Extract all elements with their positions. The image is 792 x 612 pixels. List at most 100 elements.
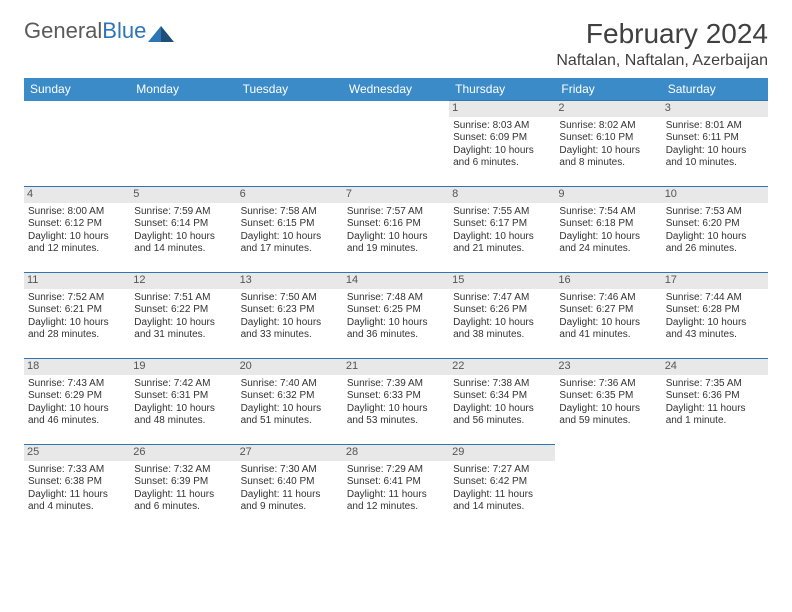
day-cell: 29Sunrise: 7:27 AMSunset: 6:42 PMDayligh… [449, 445, 555, 531]
day1-text: Daylight: 10 hours [559, 403, 657, 416]
day-number: 23 [555, 359, 661, 375]
sunset-text: Sunset: 6:42 PM [453, 476, 551, 489]
sunset-text: Sunset: 6:21 PM [28, 304, 126, 317]
day1-text: Daylight: 10 hours [559, 145, 657, 158]
day-number: 28 [343, 445, 449, 461]
week-row: 18Sunrise: 7:43 AMSunset: 6:29 PMDayligh… [24, 359, 768, 445]
calendar-page: GeneralBlue February 2024 Naftalan, Naft… [0, 0, 792, 549]
day-cell [555, 445, 661, 531]
day2-text: and 14 minutes. [134, 243, 232, 256]
day1-text: Daylight: 10 hours [453, 145, 551, 158]
day2-text: and 46 minutes. [28, 415, 126, 428]
day-cell: 22Sunrise: 7:38 AMSunset: 6:34 PMDayligh… [449, 359, 555, 445]
day-number: 17 [662, 273, 768, 289]
day1-text: Daylight: 10 hours [559, 231, 657, 244]
day2-text: and 56 minutes. [453, 415, 551, 428]
day1-text: Daylight: 10 hours [347, 231, 445, 244]
day-number: 24 [662, 359, 768, 375]
day-cell [237, 101, 343, 187]
sunrise-text: Sunrise: 7:43 AM [28, 378, 126, 391]
day-header: Thursday [449, 78, 555, 101]
sunset-text: Sunset: 6:32 PM [241, 390, 339, 403]
sunrise-text: Sunrise: 7:27 AM [453, 464, 551, 477]
day-cell: 20Sunrise: 7:40 AMSunset: 6:32 PMDayligh… [237, 359, 343, 445]
day-number: 4 [24, 187, 130, 203]
day1-text: Daylight: 10 hours [453, 317, 551, 330]
sunset-text: Sunset: 6:17 PM [453, 218, 551, 231]
day-number: 11 [24, 273, 130, 289]
title-block: February 2024 Naftalan, Naftalan, Azerba… [556, 18, 768, 70]
day2-text: and 10 minutes. [666, 157, 764, 170]
day1-text: Daylight: 10 hours [134, 403, 232, 416]
day1-text: Daylight: 10 hours [347, 317, 445, 330]
sunrise-text: Sunrise: 7:52 AM [28, 292, 126, 305]
day1-text: Daylight: 10 hours [559, 317, 657, 330]
sunset-text: Sunset: 6:35 PM [559, 390, 657, 403]
month-title: February 2024 [556, 18, 768, 50]
day-cell: 12Sunrise: 7:51 AMSunset: 6:22 PMDayligh… [130, 273, 236, 359]
day-cell: 23Sunrise: 7:36 AMSunset: 6:35 PMDayligh… [555, 359, 661, 445]
week-row: 1Sunrise: 8:03 AMSunset: 6:09 PMDaylight… [24, 101, 768, 187]
sunrise-text: Sunrise: 7:32 AM [134, 464, 232, 477]
day-number: 15 [449, 273, 555, 289]
sunset-text: Sunset: 6:38 PM [28, 476, 126, 489]
sunset-text: Sunset: 6:36 PM [666, 390, 764, 403]
sunrise-text: Sunrise: 7:48 AM [347, 292, 445, 305]
day-header-row: SundayMondayTuesdayWednesdayThursdayFrid… [24, 78, 768, 101]
sunset-text: Sunset: 6:16 PM [347, 218, 445, 231]
day2-text: and 48 minutes. [134, 415, 232, 428]
sunrise-text: Sunrise: 7:30 AM [241, 464, 339, 477]
sunset-text: Sunset: 6:22 PM [134, 304, 232, 317]
sunset-text: Sunset: 6:40 PM [241, 476, 339, 489]
day-cell: 26Sunrise: 7:32 AMSunset: 6:39 PMDayligh… [130, 445, 236, 531]
day2-text: and 21 minutes. [453, 243, 551, 256]
day2-text: and 43 minutes. [666, 329, 764, 342]
day2-text: and 8 minutes. [559, 157, 657, 170]
day-cell: 19Sunrise: 7:42 AMSunset: 6:31 PMDayligh… [130, 359, 236, 445]
day2-text: and 12 minutes. [28, 243, 126, 256]
sunrise-text: Sunrise: 8:02 AM [559, 120, 657, 133]
day-cell: 18Sunrise: 7:43 AMSunset: 6:29 PMDayligh… [24, 359, 130, 445]
day2-text: and 31 minutes. [134, 329, 232, 342]
day-header: Tuesday [237, 78, 343, 101]
day1-text: Daylight: 10 hours [241, 231, 339, 244]
day1-text: Daylight: 11 hours [347, 489, 445, 502]
day2-text: and 6 minutes. [134, 501, 232, 514]
day2-text: and 28 minutes. [28, 329, 126, 342]
day-cell: 3Sunrise: 8:01 AMSunset: 6:11 PMDaylight… [662, 101, 768, 187]
day1-text: Daylight: 11 hours [666, 403, 764, 416]
header-row: GeneralBlue February 2024 Naftalan, Naft… [24, 18, 768, 70]
sunset-text: Sunset: 6:11 PM [666, 132, 764, 145]
day-number: 16 [555, 273, 661, 289]
day-header: Wednesday [343, 78, 449, 101]
day-header: Monday [130, 78, 236, 101]
day-cell [662, 445, 768, 531]
sunrise-text: Sunrise: 7:53 AM [666, 206, 764, 219]
sunset-text: Sunset: 6:20 PM [666, 218, 764, 231]
sunset-text: Sunset: 6:15 PM [241, 218, 339, 231]
day1-text: Daylight: 10 hours [666, 317, 764, 330]
sunset-text: Sunset: 6:25 PM [347, 304, 445, 317]
day-number: 9 [555, 187, 661, 203]
sunset-text: Sunset: 6:33 PM [347, 390, 445, 403]
sunrise-text: Sunrise: 7:59 AM [134, 206, 232, 219]
day1-text: Daylight: 11 hours [453, 489, 551, 502]
sunset-text: Sunset: 6:10 PM [559, 132, 657, 145]
sunrise-text: Sunrise: 7:54 AM [559, 206, 657, 219]
day-cell: 2Sunrise: 8:02 AMSunset: 6:10 PMDaylight… [555, 101, 661, 187]
day2-text: and 9 minutes. [241, 501, 339, 514]
logo-text-2: Blue [102, 18, 146, 44]
sunrise-text: Sunrise: 7:40 AM [241, 378, 339, 391]
day2-text: and 36 minutes. [347, 329, 445, 342]
day-header: Sunday [24, 78, 130, 101]
day1-text: Daylight: 10 hours [28, 231, 126, 244]
sunrise-text: Sunrise: 8:03 AM [453, 120, 551, 133]
day-number: 12 [130, 273, 236, 289]
day1-text: Daylight: 11 hours [28, 489, 126, 502]
day-number: 5 [130, 187, 236, 203]
day-number: 10 [662, 187, 768, 203]
calendar-body: 1Sunrise: 8:03 AMSunset: 6:09 PMDaylight… [24, 101, 768, 531]
day-cell: 10Sunrise: 7:53 AMSunset: 6:20 PMDayligh… [662, 187, 768, 273]
day2-text: and 24 minutes. [559, 243, 657, 256]
day-cell: 6Sunrise: 7:58 AMSunset: 6:15 PMDaylight… [237, 187, 343, 273]
